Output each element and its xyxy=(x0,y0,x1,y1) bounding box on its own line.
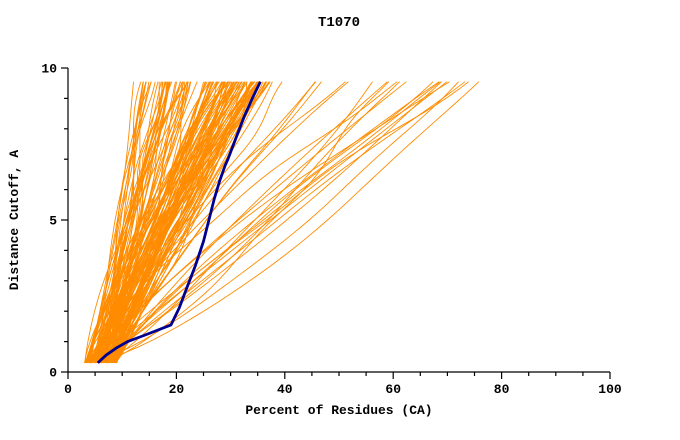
ensemble-model-curve xyxy=(85,81,266,364)
ensemble-model-curve xyxy=(90,81,349,364)
highlighted-model-curve xyxy=(96,81,262,364)
ensemble-model-curve xyxy=(115,81,440,364)
ensemble-model-curve xyxy=(87,81,400,364)
ensemble-model-curve xyxy=(112,81,181,363)
ensemble-model-curve xyxy=(97,81,259,364)
y-axis-title: Distance Cutoff, A xyxy=(7,150,22,291)
ensemble-model-curve xyxy=(96,81,183,363)
x-tick-label: 80 xyxy=(494,382,510,397)
x-tick-label: 60 xyxy=(385,382,401,397)
ensemble-model-curve xyxy=(100,81,390,364)
chart-title: T1070 xyxy=(318,15,360,31)
ensemble-model-curve xyxy=(108,81,188,364)
ensemble-model-curve xyxy=(99,81,152,364)
ensemble-model-curve xyxy=(107,81,210,363)
ensemble-model-curve xyxy=(89,81,441,364)
x-axis-title: Percent of Residues (CA) xyxy=(245,403,432,418)
x-tick-label: 20 xyxy=(169,382,185,397)
y-tick-label: 0 xyxy=(49,366,57,381)
ensemble-lines xyxy=(83,81,480,364)
ensemble-model-curve xyxy=(115,81,229,364)
axis-tick-labels: 0 20 40 60 80 100 0 5 10 xyxy=(41,62,622,398)
ensemble-model-curve xyxy=(87,81,230,363)
ensemble-model-curve xyxy=(87,81,242,364)
ensemble-model-curve xyxy=(84,81,261,364)
axis-ticks xyxy=(61,67,611,379)
ensemble-model-curve xyxy=(115,81,469,364)
plot-content xyxy=(83,81,480,364)
ensemble-model-curve xyxy=(107,81,191,364)
ensemble-model-curve xyxy=(105,81,466,364)
ensemble-model-curve xyxy=(104,81,168,364)
x-tick-label: 100 xyxy=(598,382,622,397)
ensemble-model-curve xyxy=(85,81,442,364)
ensemble-model-curve xyxy=(108,81,176,364)
ensemble-model-curve xyxy=(95,81,236,364)
ensemble-model-curve xyxy=(86,81,219,364)
x-tick-label: 40 xyxy=(277,382,293,397)
ensemble-model-curve xyxy=(86,81,407,364)
ensemble-model-curve xyxy=(94,81,235,364)
ensemble-model-curve xyxy=(90,81,459,364)
x-tick-label: 0 xyxy=(64,382,72,397)
y-tick-label: 10 xyxy=(41,62,57,77)
ensemble-model-curve xyxy=(96,81,178,364)
ensemble-model-curve xyxy=(100,81,164,363)
y-tick-label: 5 xyxy=(49,214,57,229)
ensemble-model-curve xyxy=(115,81,252,364)
ensemble-model-curve xyxy=(101,81,218,364)
ensemble-model-curve xyxy=(89,81,212,364)
ensemble-model-curve xyxy=(85,81,134,364)
ensemble-model-curve xyxy=(112,81,259,364)
ensemble-model-curve xyxy=(104,81,270,363)
ensemble-model-curve xyxy=(90,81,480,364)
ensemble-model-curve xyxy=(84,81,189,363)
ensemble-model-curve xyxy=(107,81,258,364)
ensemble-model-curve xyxy=(115,81,189,363)
